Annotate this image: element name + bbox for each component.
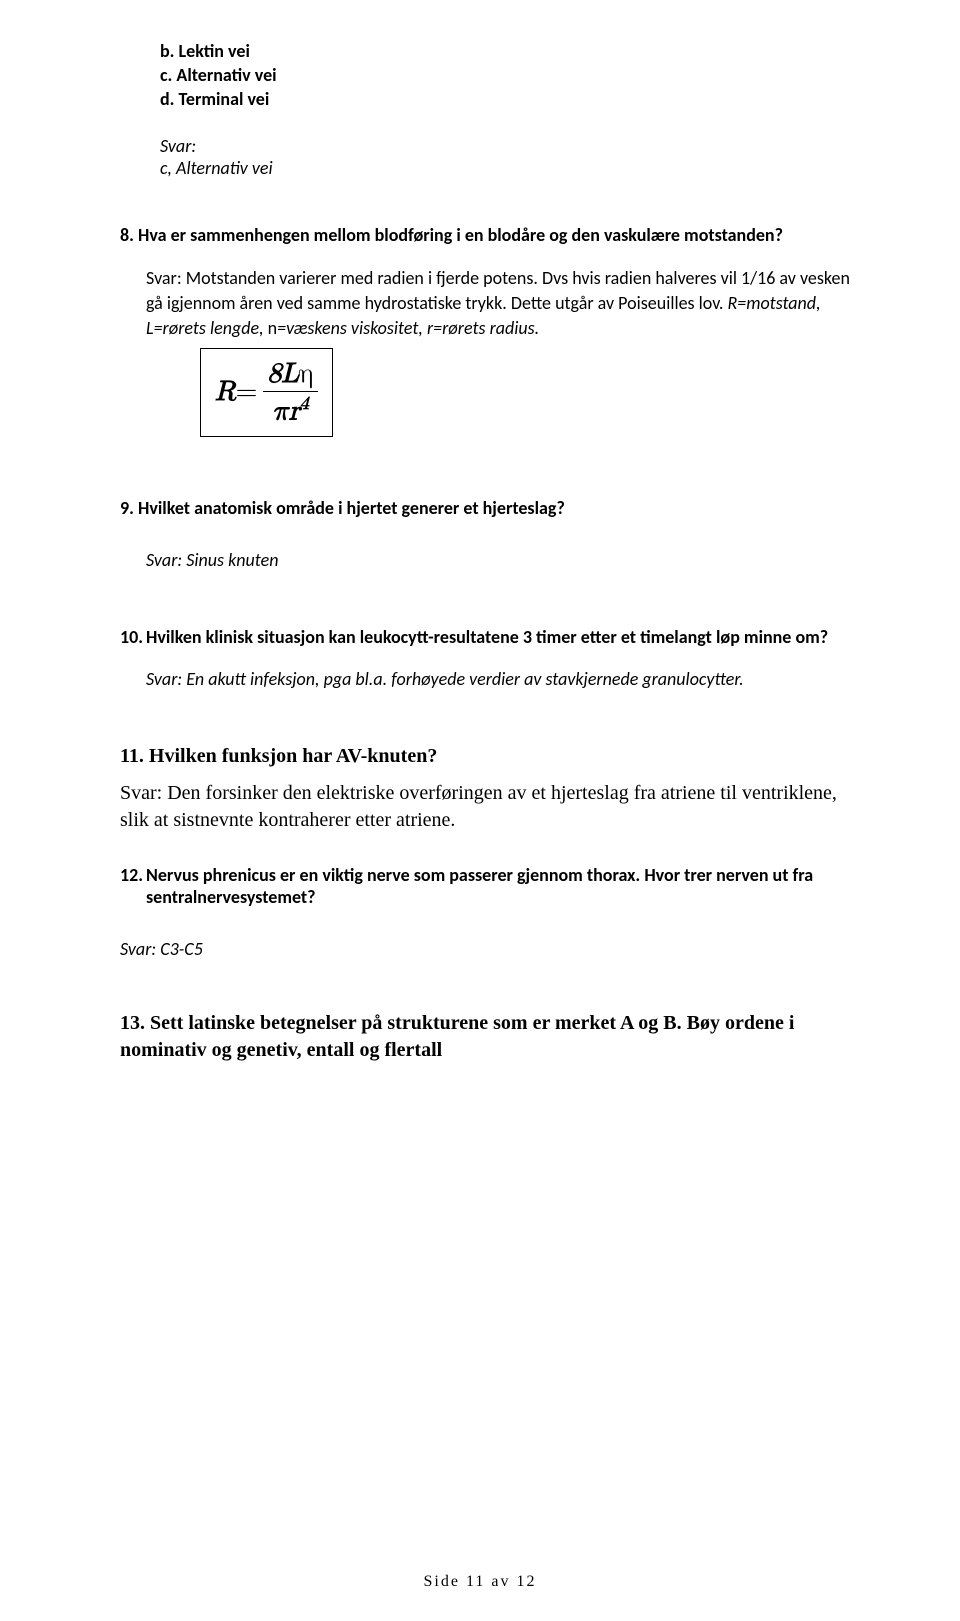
page-footer: Side 11 av 12 <box>0 1573 960 1591</box>
q10-num: 10. <box>120 626 146 648</box>
q12-num: 12. <box>120 864 146 886</box>
answer-7-value: c, Alternativ vei <box>160 157 860 179</box>
question-11-title: 11. Hvilken funksjon har AV-knuten? <box>120 745 860 768</box>
answer-7-label: Svar: <box>160 135 860 157</box>
question-9: 9. Hvilket anatomisk område i hjertet ge… <box>120 497 860 571</box>
q9-text: Hvilket anatomisk område i hjertet gener… <box>138 497 565 519</box>
q9-answer: Svar: Sinus knuten <box>120 549 860 571</box>
option-c: c. Alternativ vei <box>160 64 860 86</box>
option-d: d. Terminal vei <box>160 88 860 110</box>
question-10: 10. Hvilken klinisk situasjon kan leukoc… <box>120 626 860 690</box>
formula-eq: = <box>236 375 258 409</box>
q8-answer: Svar: Motstanden varierer med radien i f… <box>120 266 860 342</box>
q8-prefix: 8. <box>120 224 138 246</box>
q10-text: Hvilken klinisk situasjon kan leukocytt-… <box>146 626 860 648</box>
q12-answer: Svar: C3-C5 <box>120 938 860 960</box>
q12-text: Nervus phrenicus er en viktig nerve som … <box>146 864 860 908</box>
q10-answer: Svar: En akutt infeksjon, pga bl.a. forh… <box>120 668 860 690</box>
document-page: b. Lektin vei c. Alternativ vei d. Termi… <box>0 0 960 1621</box>
formula-box: R = 8Lη πr4 <box>200 348 333 437</box>
option-b: b. Lektin vei <box>160 40 860 62</box>
question-8: 8. Hva er sammenhengen mellom blodføring… <box>120 224 860 437</box>
formula: R = 8Lη πr4 <box>215 357 318 428</box>
q8-ans-n: n <box>268 317 277 339</box>
q8-text: Hva er sammenhengen mellom blodføring i … <box>138 224 783 246</box>
formula-fraction: 8Lη πr4 <box>263 357 317 428</box>
q8-ans-italic2: =væskens viskositet, r=rørets radius. <box>277 317 539 339</box>
formula-denominator: πr4 <box>268 392 313 428</box>
answer-7: Svar: c, Alternativ vei <box>160 135 860 179</box>
formula-R: R <box>215 375 236 409</box>
question-11-answer: Svar: Den forsinker den elektriske overf… <box>120 780 860 834</box>
question-13: 13. Sett latinske betegnelser på struktu… <box>120 1010 860 1064</box>
q9-prefix: 9. <box>120 497 138 519</box>
option-list: b. Lektin vei c. Alternativ vei d. Termi… <box>120 40 860 179</box>
formula-numerator: 8Lη <box>263 357 317 392</box>
question-12: 12. Nervus phrenicus er en viktig nerve … <box>120 864 860 960</box>
